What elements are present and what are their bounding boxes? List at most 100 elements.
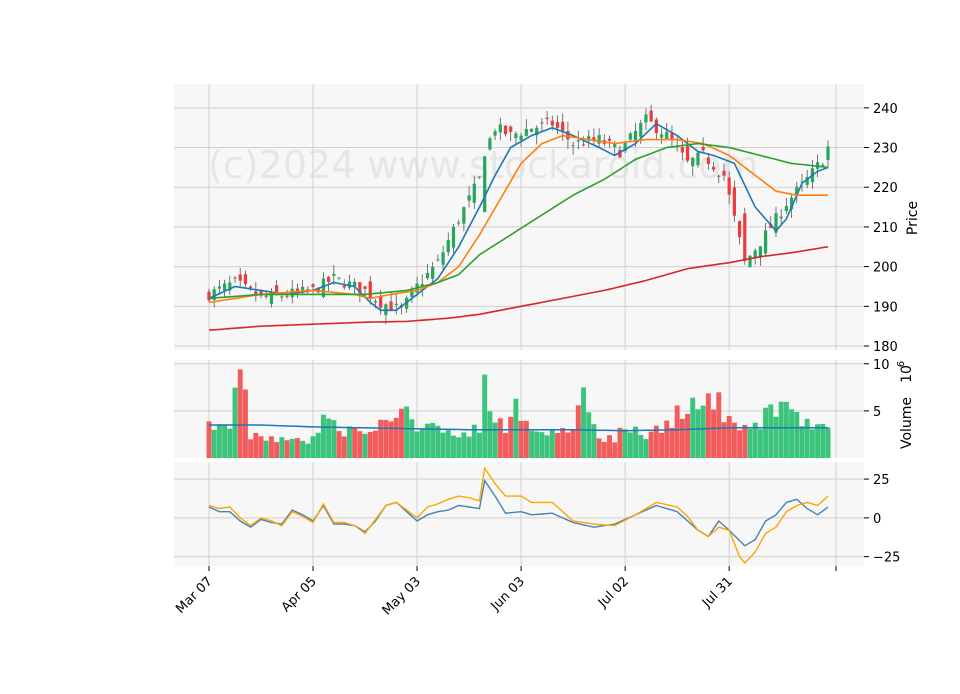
candle-down: [727, 177, 731, 195]
candle-up: [425, 272, 430, 279]
volume-bar: [232, 387, 238, 458]
volume-bar: [726, 416, 732, 458]
candle-up: [337, 277, 341, 279]
volume-bar: [783, 401, 789, 458]
volume-bar: [575, 405, 581, 458]
volume-bar: [471, 424, 477, 458]
candle-down: [670, 133, 674, 141]
x-tick-label: Apr 05: [279, 574, 320, 615]
candle-down: [545, 117, 549, 120]
volume-bar: [617, 427, 623, 458]
candle-up: [576, 140, 580, 142]
candle-down: [254, 291, 258, 297]
volume-bar: [809, 429, 815, 458]
volume-bar: [659, 432, 665, 458]
candle-up: [332, 273, 336, 276]
volume-bar: [731, 422, 737, 458]
candle-up: [228, 282, 232, 291]
oscillator-axis-tick-label: 25: [873, 473, 890, 488]
candle-up: [691, 158, 695, 167]
candle-up: [597, 135, 601, 144]
x-tick-label: Jul 31: [699, 574, 736, 611]
volume-bar: [336, 431, 342, 458]
candle-up: [410, 289, 414, 297]
price-axis-tick-label: 190: [873, 300, 898, 315]
volume-bar: [622, 429, 628, 458]
volume-bar: [237, 369, 243, 458]
volume-bar: [430, 422, 436, 458]
volume-bar: [544, 435, 550, 458]
volume-bar: [789, 409, 795, 458]
volume-bar: [737, 430, 743, 458]
volume-bar: [300, 440, 306, 458]
volume-bar: [794, 412, 800, 458]
candle-up: [758, 246, 762, 258]
candle-down: [509, 126, 513, 132]
candle-up: [441, 252, 445, 265]
candle-down: [618, 149, 622, 158]
candle-down: [607, 138, 612, 141]
candle-down: [566, 131, 570, 140]
volume-bar: [248, 439, 254, 458]
candle-up: [431, 266, 435, 279]
volume-bar: [560, 427, 566, 458]
candle-down: [581, 144, 586, 146]
candle-down: [711, 166, 716, 170]
volume-axis-tick-label: 5: [873, 405, 881, 420]
volume-bar: [763, 407, 769, 458]
volume-bar: [294, 438, 300, 458]
volume-bar: [326, 418, 332, 458]
candle-up: [436, 259, 440, 261]
volume-bar: [508, 416, 514, 458]
volume-bar: [513, 398, 519, 458]
candle-up: [696, 152, 700, 166]
price-axis-label: Price: [905, 201, 921, 235]
volume-bar: [216, 424, 222, 458]
oscillator-line-1: [208, 478, 829, 547]
candle-up: [800, 181, 804, 183]
volume-bar: [711, 409, 717, 458]
candle-up: [784, 206, 788, 211]
volume-bar: [685, 414, 691, 458]
volume-bar: [268, 436, 274, 458]
candle-up: [821, 164, 825, 167]
candle-up: [514, 133, 518, 138]
candle-down: [285, 295, 289, 297]
price-axis-tick-label: 180: [873, 340, 898, 355]
moving-average-line-2: [208, 134, 828, 304]
volume-bar: [648, 431, 654, 458]
candle-up: [659, 134, 664, 138]
volume-bar: [503, 433, 508, 458]
candle-down: [275, 285, 279, 295]
volume-bar: [378, 419, 384, 458]
volume-bar: [242, 389, 248, 458]
volume-bar: [695, 409, 701, 458]
volume-bar: [315, 432, 321, 458]
volume-bar: [627, 432, 633, 458]
volume-bar: [487, 411, 493, 458]
candle-up: [483, 156, 487, 213]
candle-up: [540, 122, 544, 124]
volume-bar: [825, 427, 831, 458]
volume-bar: [570, 429, 576, 458]
volume-bar: [497, 418, 503, 458]
volume-axis-tick-label: 10: [873, 358, 890, 373]
candle-up: [613, 144, 617, 147]
volume-bar: [398, 408, 404, 458]
candle-up: [571, 145, 575, 147]
candle-up: [524, 128, 528, 136]
volume-bar: [607, 435, 613, 458]
candle-up: [420, 284, 424, 287]
candle-up: [280, 296, 284, 298]
candle-up: [462, 207, 466, 224]
candle-up: [826, 146, 830, 160]
grid-layer: [174, 84, 864, 566]
volume-bar: [451, 435, 456, 458]
volume-bar: [716, 392, 722, 458]
volume-bar: [274, 442, 280, 458]
x-tick-label: Jul 02: [595, 574, 632, 611]
moving-average-line-3: [208, 142, 829, 300]
x-tick-label: May 03: [380, 574, 424, 618]
volume-bar: [419, 428, 425, 458]
